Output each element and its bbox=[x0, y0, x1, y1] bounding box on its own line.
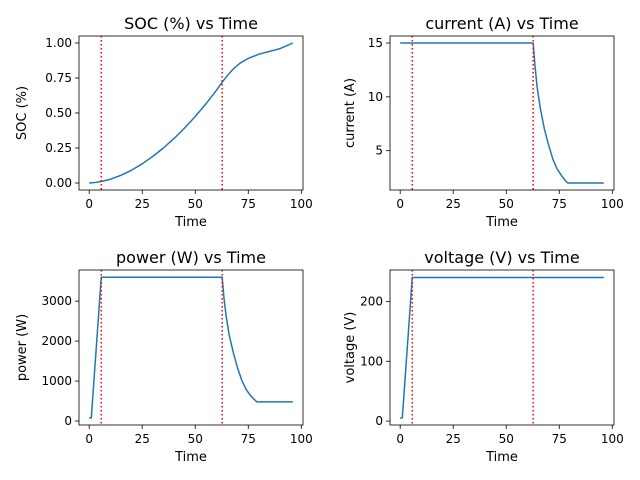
y-tick-label: 10 bbox=[368, 90, 383, 104]
y-tick-label: 15 bbox=[368, 36, 383, 50]
series-line bbox=[400, 276, 604, 419]
x-tick-label: 25 bbox=[135, 197, 150, 211]
series-line bbox=[89, 276, 293, 419]
x-tick-label: 75 bbox=[552, 432, 567, 446]
y-tick-label: 2000 bbox=[41, 334, 72, 348]
x-tick-label: 50 bbox=[499, 432, 514, 446]
plot-frame bbox=[389, 35, 615, 191]
y-tick-label: 0.00 bbox=[45, 176, 72, 190]
series-line bbox=[89, 42, 294, 184]
x-tick-label: 50 bbox=[188, 197, 203, 211]
x-tick-label: 0 bbox=[85, 432, 93, 446]
x-axis-label: Time bbox=[174, 215, 207, 230]
series-line bbox=[400, 42, 604, 184]
x-tick-label: 50 bbox=[188, 432, 203, 446]
y-tick-label: 0.25 bbox=[45, 141, 72, 155]
y-tick-label: 3000 bbox=[41, 294, 72, 308]
subplot-2: 0 25 50 75 100 5 10 15 current (A) vs Time Time cu… bbox=[343, 14, 624, 230]
x-tick-label: 100 bbox=[290, 197, 313, 211]
x-tick-label: 100 bbox=[601, 432, 624, 446]
y-tick-label: 0.50 bbox=[45, 106, 72, 120]
plot-frame bbox=[78, 269, 304, 426]
x-tick-label: 0 bbox=[396, 197, 404, 211]
plot-frame bbox=[389, 269, 615, 426]
x-tick-label: 75 bbox=[241, 432, 256, 446]
x-tick-label: 25 bbox=[446, 197, 461, 211]
x-tick-label: 100 bbox=[290, 432, 313, 446]
x-tick-label: 25 bbox=[135, 432, 150, 446]
y-tick-label: 5 bbox=[375, 144, 383, 158]
chart-title: SOC (%) vs Time bbox=[124, 14, 258, 33]
y-axis-label: SOC (%) bbox=[15, 86, 30, 140]
y-axis-label: power (W) bbox=[15, 314, 30, 381]
x-tick-label: 0 bbox=[85, 197, 93, 211]
chart-title: voltage (V) vs Time bbox=[424, 248, 579, 267]
x-tick-label: 75 bbox=[552, 197, 567, 211]
y-tick-label: 0.75 bbox=[45, 71, 72, 85]
x-tick-label: 75 bbox=[241, 197, 256, 211]
x-tick-label: 100 bbox=[601, 197, 624, 211]
y-tick-label: 1000 bbox=[41, 374, 72, 388]
y-axis-label: voltage (V) bbox=[343, 312, 358, 384]
x-tick-label: 50 bbox=[499, 197, 514, 211]
y-tick-label: 0 bbox=[64, 414, 72, 428]
x-tick-label: 25 bbox=[446, 432, 461, 446]
chart-title: current (A) vs Time bbox=[425, 14, 578, 33]
x-tick-label: 0 bbox=[396, 432, 404, 446]
y-tick-label: 1.00 bbox=[45, 36, 72, 50]
subplot-4: 0 25 50 75 100 0 100 200 voltage (V) vs Time Time… bbox=[343, 248, 624, 465]
y-tick-label: 0 bbox=[375, 414, 383, 428]
x-axis-label: Time bbox=[485, 450, 518, 465]
y-tick-label: 200 bbox=[360, 294, 383, 308]
y-axis-label: current (A) bbox=[343, 78, 358, 148]
subplot-1: 0 25 50 75 100 0.00 0.25 0.50 0.75 1.00 SOC (%) vs… bbox=[15, 14, 313, 230]
x-axis-label: Time bbox=[174, 450, 207, 465]
chart-title: power (W) vs Time bbox=[116, 248, 266, 267]
y-tick-label: 100 bbox=[360, 354, 383, 368]
x-axis-label: Time bbox=[485, 215, 518, 230]
